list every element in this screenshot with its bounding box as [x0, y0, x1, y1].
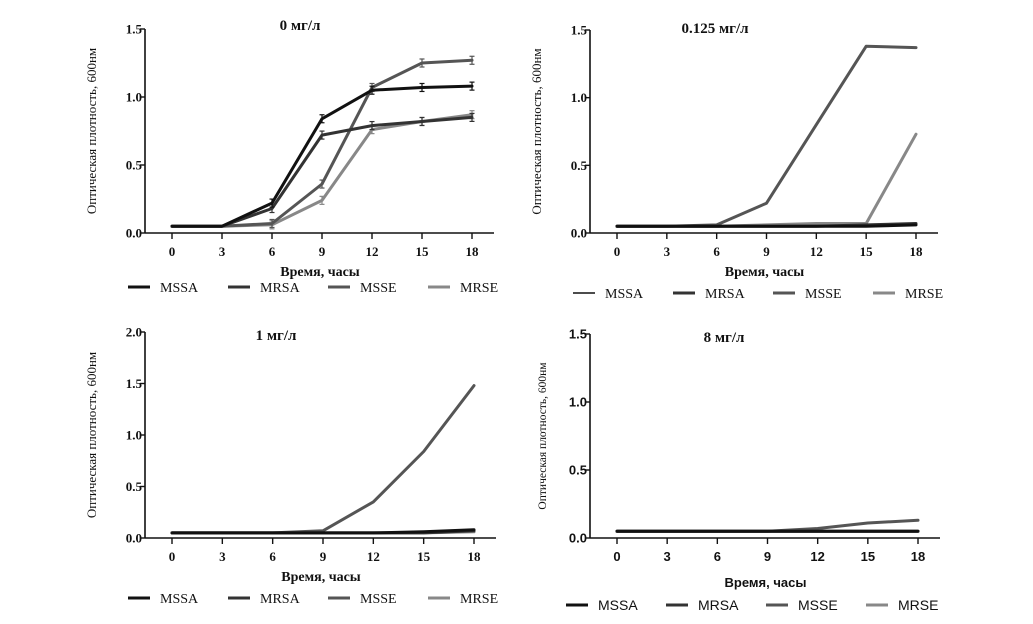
y-axis-label: Оптическая плотность, 600нм: [84, 48, 99, 214]
x-tick-label: 12: [367, 549, 380, 564]
y-tick-label: 1.5: [571, 23, 588, 38]
y-tick-label: 0.5: [571, 158, 588, 173]
x-tick-label: 12: [810, 549, 824, 564]
series-line-mssa: [170, 528, 476, 535]
legend-label-mssa: MSSA: [598, 597, 638, 613]
series-line-msse: [615, 518, 920, 533]
x-tick-label: 12: [366, 244, 379, 259]
y-axis-label: Оптическая плотность, 600нм: [529, 48, 544, 214]
y-tick-label: 1.0: [571, 90, 587, 105]
series-line-msse: [615, 44, 918, 228]
chart-title: 0.125 мг/л: [681, 21, 749, 37]
x-tick-label: 0: [614, 244, 621, 259]
x-tick-label: 0: [169, 549, 176, 564]
chart-title: 0 мг/л: [280, 18, 321, 34]
legend-label-msse: MSSE: [805, 287, 842, 302]
y-tick-label: 0.0: [569, 531, 587, 546]
legend-label-mrse: MRSE: [905, 287, 943, 302]
x-tick-label: 3: [664, 244, 671, 259]
x-tick-label: 15: [860, 244, 874, 259]
y-tick-label: 0.5: [126, 479, 143, 494]
x-tick-label: 9: [319, 244, 326, 259]
y-tick-label: 1.0: [126, 428, 142, 443]
legend: MSSA MRSA MSSE MRSE: [128, 281, 498, 296]
x-tick-label: 15: [417, 549, 431, 564]
chart-panel-4: 0.0 0.5 1.0 1.5 0 3 6 9 12 15 18 8 мг/л Время, часы О…: [537, 327, 940, 613]
y-tick-label: 1.5: [126, 376, 143, 391]
x-tick-label: 18: [910, 244, 924, 259]
x-tick-label: 18: [466, 244, 480, 259]
y-tick-label: 0.5: [569, 463, 587, 478]
x-axis-label: Время, часы: [280, 265, 360, 280]
legend-label-mssa: MSSA: [160, 592, 199, 607]
x-tick-label: 15: [861, 549, 875, 564]
series-line-mssa: [615, 223, 918, 228]
x-tick-label: 6: [269, 549, 276, 564]
x-tick-label: 3: [664, 549, 671, 564]
x-tick-label: 9: [763, 244, 770, 259]
legend-label-mrsa: MRSA: [698, 597, 739, 613]
y-tick-label: 0.0: [126, 531, 142, 546]
x-tick-label: 9: [320, 549, 327, 564]
legend-label-mrse: MRSE: [460, 281, 498, 296]
y-tick-label: 0.0: [571, 226, 587, 241]
x-tick-label: 18: [468, 549, 482, 564]
series-line-mrse: [615, 132, 918, 228]
legend-label-mrsa: MRSA: [260, 592, 301, 607]
legend-label-msse: MSSE: [798, 597, 838, 613]
x-tick-label: 15: [416, 244, 430, 259]
series-line-mssa: [170, 84, 474, 228]
y-tick-label: 0.5: [126, 158, 143, 173]
x-tick-label: 6: [269, 244, 276, 259]
x-tick-label: 3: [219, 549, 226, 564]
chart-title: 8 мг/л: [704, 330, 745, 346]
x-tick-label: 18: [911, 549, 925, 564]
series-line-msse: [170, 384, 476, 535]
x-tick-label: 3: [219, 244, 226, 259]
x-tick-label: 6: [713, 244, 720, 259]
legend: MSSA MRSA MSSE MRSE: [128, 592, 498, 607]
chart-panel-2: 0.0 0.5 1.0 1.5 0 3 6 9 12 15 18 0.125 мг/л Время, ч…: [529, 21, 943, 302]
y-tick-label: 1.5: [569, 327, 587, 342]
y-axis-label: Оптическая плотность, 600нм: [537, 362, 549, 510]
y-tick-label: 0.0: [126, 226, 142, 241]
legend-label-msse: MSSE: [360, 281, 397, 296]
legend-label-msse: MSSE: [360, 592, 397, 607]
x-tick-label: 0: [169, 244, 176, 259]
legend-label-mrsa: MRSA: [260, 281, 301, 296]
y-tick-label: 1.0: [126, 90, 142, 105]
legend: MSSA MRSA MSSE MRSE: [566, 597, 938, 613]
y-tick-label: 1.5: [126, 22, 143, 37]
x-tick-label: 12: [810, 244, 823, 259]
legend-label-mssa: MSSA: [160, 281, 199, 296]
x-axis-label: Время, часы: [725, 575, 807, 590]
x-tick-label: 0: [613, 549, 620, 564]
chart-title: 1 мг/л: [256, 328, 297, 344]
x-tick-label: 6: [714, 549, 721, 564]
y-axis-label: Оптическая плотность, 600нм: [84, 352, 99, 518]
legend-label-mssa: MSSA: [605, 287, 644, 302]
y-tick-label: 1.0: [569, 395, 587, 410]
chart-panel-1: 0.0 0.5 1.0 1.5 0 3 6 9 12 15 18 0 мг/л Время, часы О…: [84, 18, 498, 296]
legend: MSSA MRSA MSSE MRSE: [573, 287, 943, 302]
legend-label-mrsa: MRSA: [705, 287, 746, 302]
y-tick-label: 2.0: [126, 325, 142, 340]
x-axis-label: Время, часы: [725, 265, 805, 280]
x-tick-label: 9: [764, 549, 771, 564]
x-axis-label: Время, часы: [281, 570, 361, 585]
chart-panel-3: 0.0 0.5 1.0 1.5 2.0 0 3 6 9 12 15 18 1 мг/л Время, ча…: [84, 325, 498, 608]
legend-label-mrse: MRSE: [898, 597, 938, 613]
legend-label-mrse: MRSE: [460, 592, 498, 607]
